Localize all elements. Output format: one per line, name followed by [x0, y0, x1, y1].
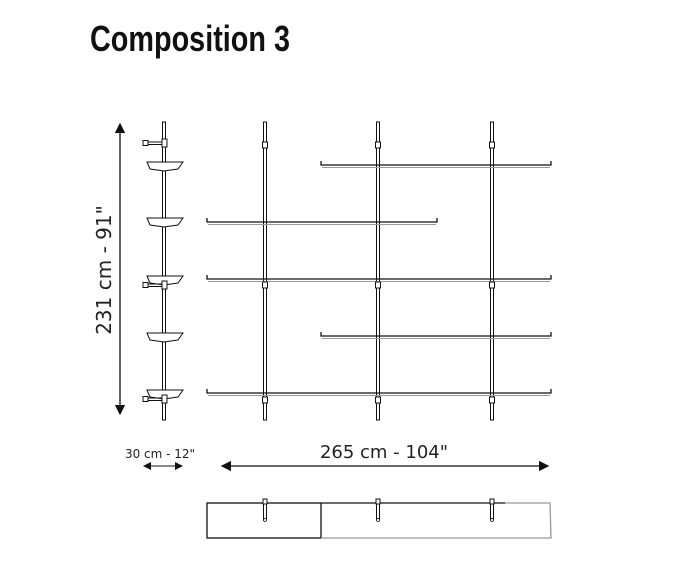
- top-post-cap: [375, 498, 381, 505]
- top-post-cap: [262, 498, 268, 505]
- bracket-clamp: [161, 394, 168, 404]
- top-shelf-right: [321, 502, 552, 539]
- pole: [376, 121, 380, 421]
- bracket: [262, 141, 268, 149]
- shelf: [320, 332, 552, 337]
- tray: [146, 217, 184, 228]
- depth-dimension-label: 30 cm - 12": [125, 447, 195, 461]
- bracket-tip: [142, 396, 149, 402]
- bracket: [489, 396, 495, 404]
- side-view: [142, 121, 184, 421]
- top-post: [263, 503, 267, 520]
- height-dimension-label: 231 cm - 91": [92, 205, 116, 335]
- pole: [490, 121, 494, 421]
- bracket-clamp: [161, 280, 168, 290]
- bracket: [375, 281, 381, 289]
- top-post: [376, 503, 380, 520]
- top-post-foot: [263, 518, 267, 522]
- shelf: [320, 161, 552, 166]
- bracket-tip: [142, 282, 149, 288]
- top-post: [490, 503, 494, 520]
- bracket: [489, 281, 495, 289]
- top-post-foot: [490, 518, 494, 522]
- pole: [162, 121, 166, 421]
- front-view: [206, 121, 552, 421]
- bracket-tip: [142, 140, 149, 146]
- shelf: [206, 218, 438, 223]
- tray: [146, 161, 184, 172]
- top-view: [206, 498, 552, 539]
- pole: [263, 121, 267, 421]
- bracket: [262, 281, 268, 289]
- shelf: [206, 275, 552, 280]
- bracket: [489, 141, 495, 149]
- tray: [146, 332, 184, 343]
- top-post-foot: [376, 518, 380, 522]
- bracket: [375, 141, 381, 149]
- bracket: [375, 396, 381, 404]
- width-dimension-label: 265 cm - 104": [320, 442, 448, 463]
- page-title: Composition 3: [90, 18, 290, 59]
- bracket-clamp: [161, 138, 168, 148]
- shelf: [206, 389, 552, 394]
- bracket: [262, 396, 268, 404]
- top-post-cap: [489, 498, 495, 505]
